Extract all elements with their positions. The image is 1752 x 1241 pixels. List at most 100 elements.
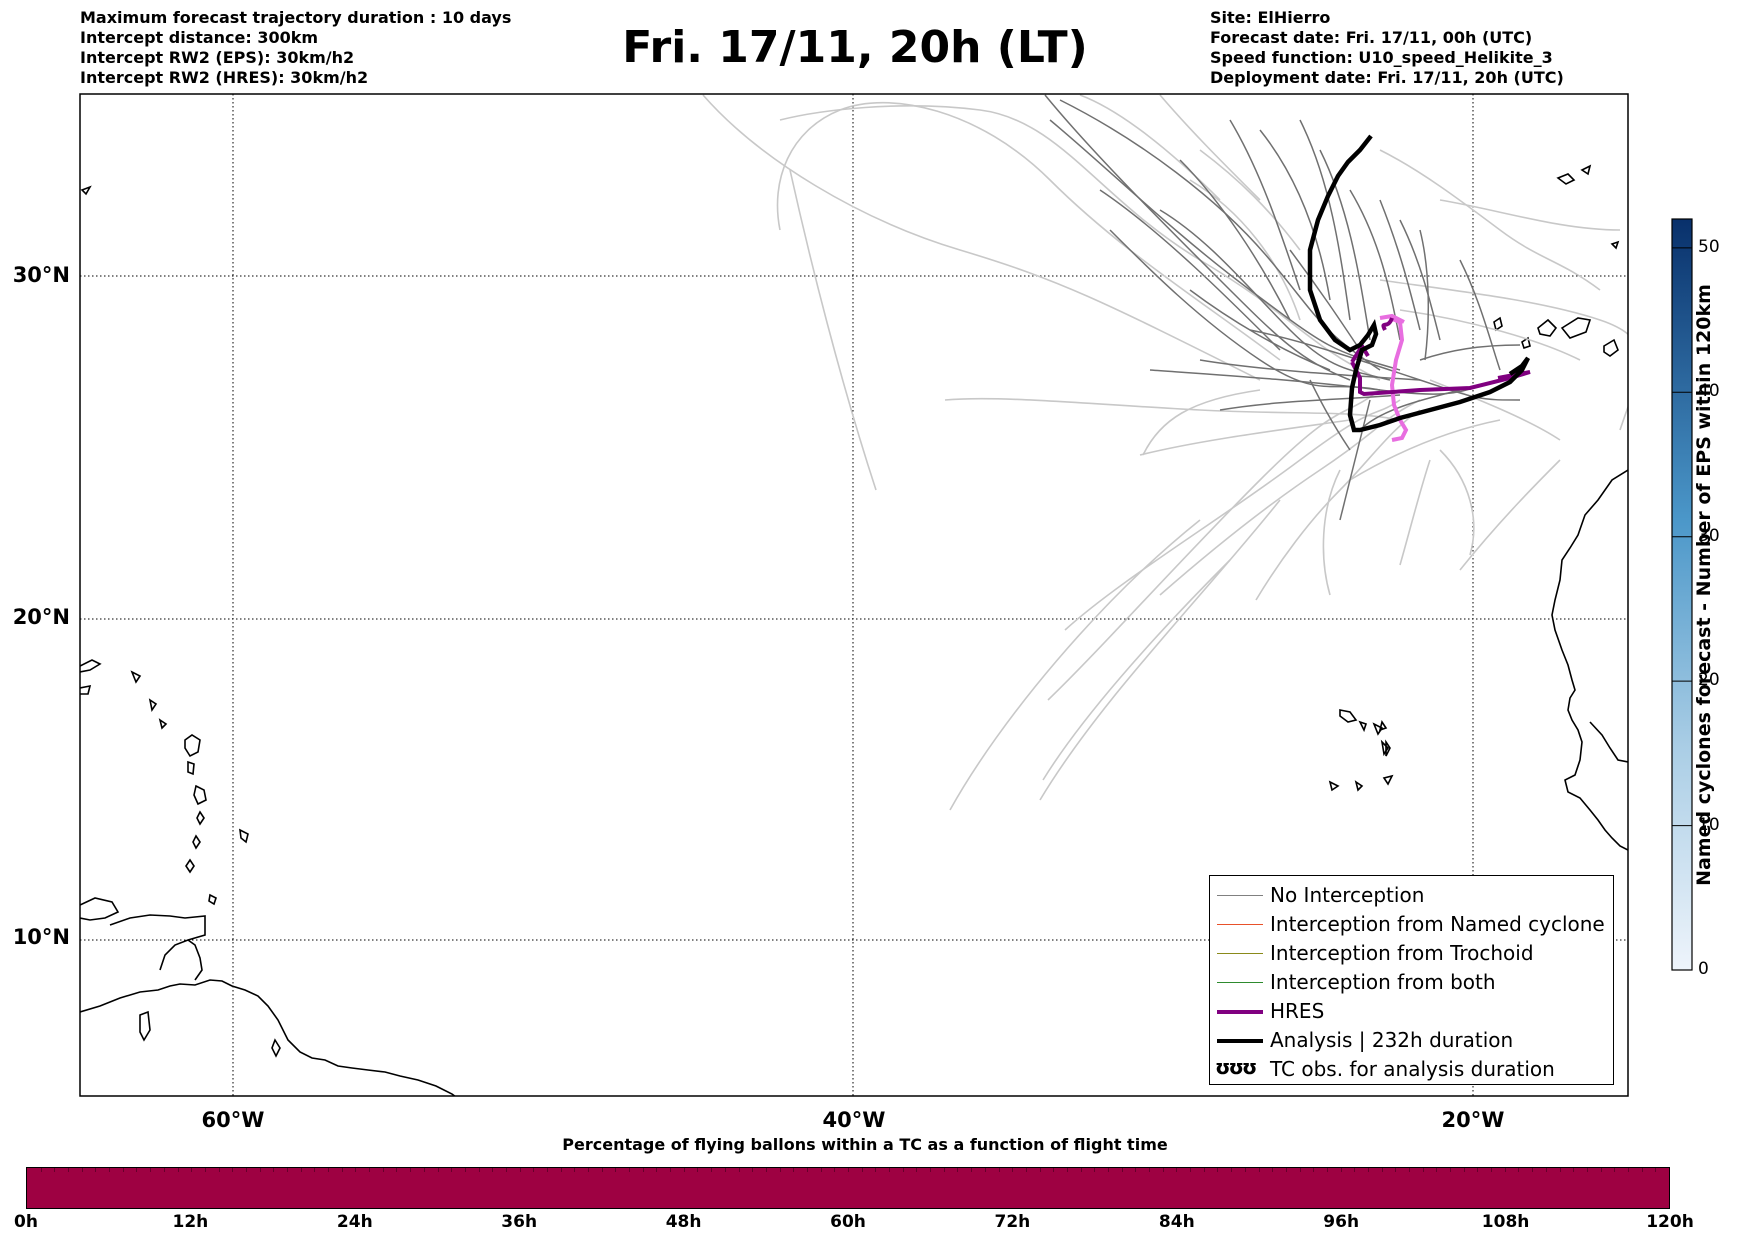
flight-bar-tick [656, 1168, 658, 1172]
flight-percentage-bar [26, 1167, 1670, 1209]
legend-swatch [1217, 895, 1263, 896]
flight-bar-tick [369, 1168, 371, 1172]
flight-bar-tick [136, 1168, 138, 1172]
flight-bar-tick [300, 1168, 302, 1172]
lat-label: 30°N [12, 263, 70, 287]
legend-item-tc-obs: ʊʊʊ TC obs. for analysis duration [1210, 1055, 1613, 1084]
legend-swatch [1217, 982, 1263, 983]
flight-bar-tick [1285, 1168, 1287, 1172]
legend-label: Analysis | 232h duration [1270, 1028, 1514, 1052]
flight-bar-tick [95, 1168, 97, 1172]
flight-bar-tick [341, 1168, 343, 1172]
flight-bar-tick [588, 1168, 590, 1172]
hour-label: 72h [994, 1212, 1031, 1232]
flight-bar-tick [437, 1168, 439, 1172]
flight-bar-tick [1080, 1168, 1082, 1172]
flight-bar-tick [806, 1168, 808, 1172]
hour-label: 36h [501, 1212, 538, 1232]
flight-bar-tick [177, 1168, 179, 1172]
colorbar-tick-label: 30 [1698, 525, 1720, 546]
flight-bar-tick [875, 1168, 877, 1172]
info-line: Forecast date: Fri. 17/11, 00h (UTC) [1210, 28, 1533, 47]
flight-bar-tick [396, 1168, 398, 1172]
hour-label: 108h [1481, 1212, 1530, 1232]
legend-item-named-cyclone: Interception from Named cyclone [1210, 910, 1613, 939]
coastline [80, 164, 1628, 1096]
flight-bar-tick [1518, 1168, 1520, 1172]
flight-bar-tick [1450, 1168, 1452, 1172]
flight-bar-tick [1655, 1168, 1657, 1172]
flight-bar-tick [957, 1168, 959, 1172]
flight-bar-tick [683, 1168, 685, 1172]
legend-label: No Interception [1270, 883, 1425, 907]
flight-bar-tick [1231, 1168, 1233, 1172]
legend-item-both: Interception from both [1210, 968, 1613, 997]
colorbar-tick-label: 40 [1698, 381, 1720, 402]
flight-bar-tick [259, 1168, 261, 1172]
flight-bar-tick [1409, 1168, 1411, 1172]
legend-label: Interception from Trochoid [1270, 941, 1534, 965]
flight-bar-tick [560, 1168, 562, 1172]
hour-label: 24h [336, 1212, 373, 1232]
flight-bar-tick [355, 1168, 357, 1172]
hour-label: 84h [1158, 1212, 1195, 1232]
flight-bar-tick [451, 1168, 453, 1172]
flight-bar-tick [232, 1168, 234, 1172]
legend-item-trochoid: Interception from Trochoid [1210, 939, 1613, 968]
colorbar-title: Named cyclones forecast - Number of EPS … [1693, 284, 1715, 886]
legend-label: TC obs. for analysis duration [1270, 1057, 1555, 1081]
flight-bar-tick [519, 1168, 521, 1172]
flight-bar-tick [834, 1168, 836, 1172]
flight-bar-tick [122, 1168, 124, 1172]
lon-label: 40°W [822, 1108, 886, 1132]
flight-bar-tick [1135, 1168, 1137, 1172]
colorbar-tick-label: 50 [1698, 236, 1720, 257]
flight-bar-tick [382, 1168, 384, 1172]
flight-bar-tick [861, 1168, 863, 1172]
flight-bar-tick [1545, 1168, 1547, 1172]
map-grid [80, 94, 1628, 1096]
lon-label: 20°W [1441, 1108, 1505, 1132]
flight-bar-tick [68, 1168, 70, 1172]
hour-label: 12h [172, 1212, 209, 1232]
flight-bar-tick [889, 1168, 891, 1172]
flight-bar-tick [601, 1168, 603, 1172]
flight-bar-tick [423, 1168, 425, 1172]
info-right: Site: ElHierro Forecast date: Fri. 17/11… [1210, 8, 1564, 88]
flight-bar-tick [1162, 1168, 1164, 1172]
flight-bar-tick [779, 1168, 781, 1172]
hour-label: 96h [1323, 1212, 1360, 1232]
tc-obs-icon: ʊʊʊ [1215, 1055, 1257, 1079]
info-line: Intercept RW2 (EPS): 30km/h2 [80, 48, 355, 67]
legend-item-analysis: Analysis | 232h duration [1210, 1026, 1613, 1055]
analysis-trajectory [1307, 134, 1531, 433]
flight-bar-tick [752, 1168, 754, 1172]
flight-bar-tick [1491, 1168, 1493, 1172]
flight-bar-tick [1504, 1168, 1506, 1172]
flight-bar-tick [1244, 1168, 1246, 1172]
ensemble-trajectories-light [702, 94, 1628, 811]
legend-swatch [1217, 953, 1263, 954]
legend-item-hres: HRES [1210, 997, 1613, 1026]
flight-bar-tick [1012, 1168, 1014, 1172]
flight-bar-title: Percentage of flying ballons within a TC… [562, 1135, 1168, 1154]
legend-label: HRES [1270, 999, 1325, 1023]
flight-bar-tick [1066, 1168, 1068, 1172]
lat-label: 10°N [12, 925, 70, 949]
colorbar-tick-label: 10 [1698, 814, 1720, 835]
flight-bar-tick [286, 1168, 288, 1172]
flight-bar-tick [1627, 1168, 1629, 1172]
info-line: Intercept distance: 300km [80, 28, 319, 47]
flight-bar-tick [1600, 1168, 1602, 1172]
flight-bar-tick [642, 1168, 644, 1172]
flight-bar-tick [820, 1168, 822, 1172]
flight-bar-tick [738, 1168, 740, 1172]
flight-bar-tick [1614, 1168, 1616, 1172]
flight-bar-tick [1258, 1168, 1260, 1172]
flight-bar-tick [1641, 1168, 1643, 1172]
flight-bar-tick [1149, 1168, 1151, 1172]
page-title: Fri. 17/11, 20h (LT) [622, 22, 1088, 73]
flight-bar-tick [943, 1168, 945, 1172]
info-line: Site: ElHierro [1210, 8, 1331, 27]
